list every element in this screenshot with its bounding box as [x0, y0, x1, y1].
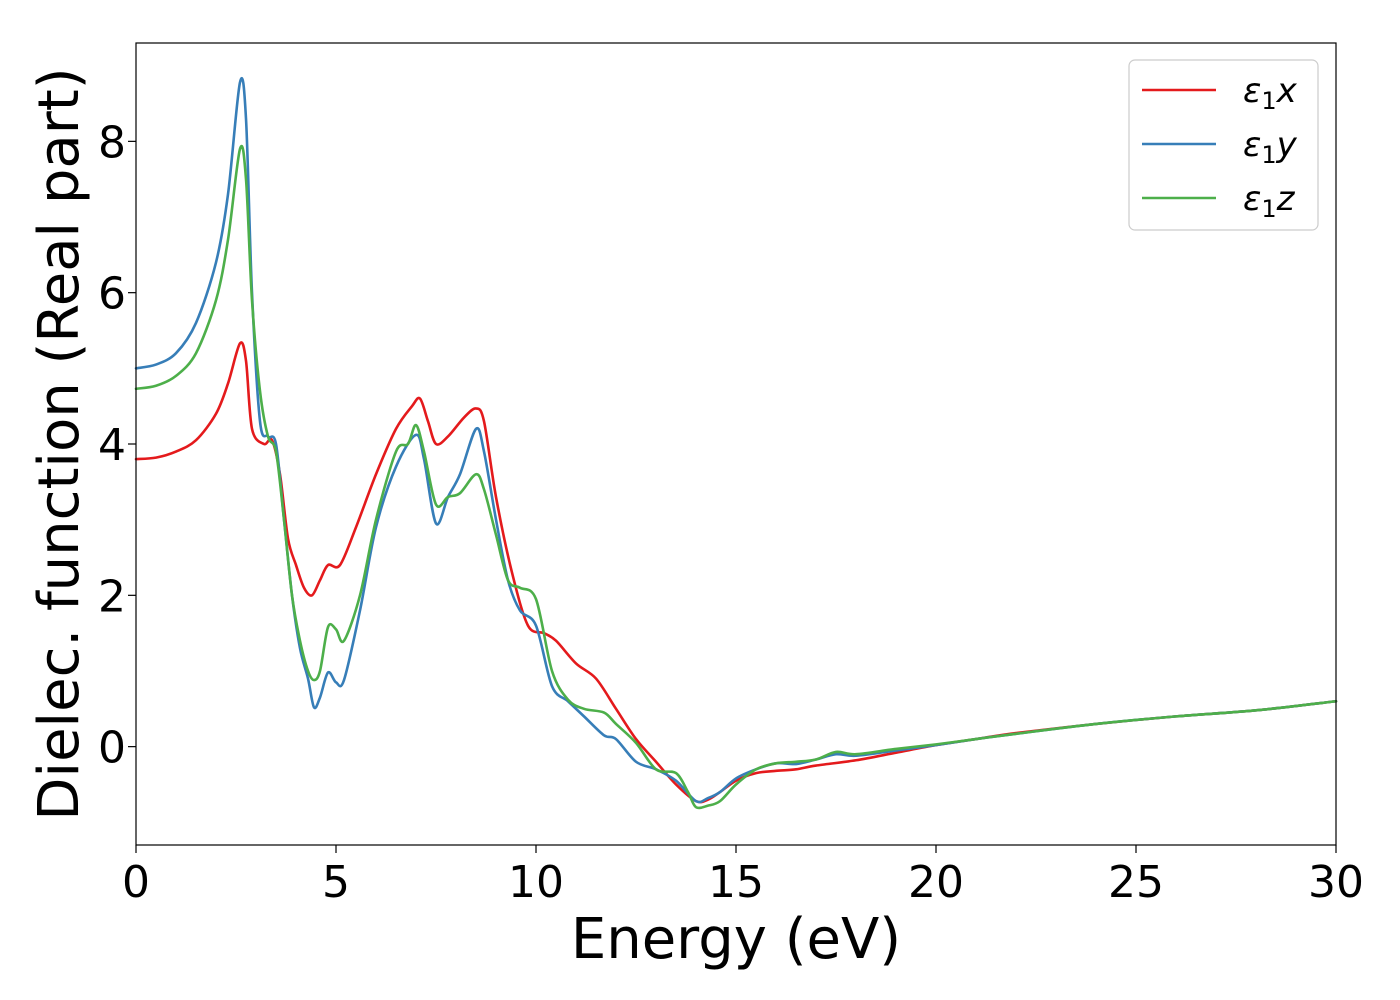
x-tick-label: 25: [1108, 857, 1164, 908]
y-axis-label: Dielec. function (Real part): [27, 67, 92, 820]
x-tick-label: 15: [708, 857, 764, 908]
y-tick-label: 6: [98, 269, 126, 320]
x-tick-label: 5: [322, 857, 350, 908]
series-line-x: [134, 341, 1338, 804]
legend-label-z: ε1z: [1243, 179, 1296, 223]
legend-label-y: ε1y: [1243, 125, 1298, 169]
series-line-z: [134, 144, 1338, 810]
series-layer: [134, 76, 1338, 810]
x-tick-label: 30: [1308, 857, 1364, 908]
x-tick-label: 10: [508, 857, 564, 908]
x-axis: 0 5 10 15 20 25 30: [122, 845, 1364, 908]
x-tick-label: 0: [122, 857, 150, 908]
y-tick-label: 0: [98, 723, 126, 774]
x-axis-label: Energy (eV): [571, 907, 901, 972]
y-tick-label: 8: [98, 117, 126, 168]
y-tick-label: 4: [98, 420, 126, 471]
legend-box: [1128, 59, 1319, 231]
legend: ε1x ε1y ε1z: [1128, 59, 1319, 231]
y-axis: 0 2 4 6 8: [98, 117, 136, 774]
x-tick-label: 20: [908, 857, 964, 908]
legend-label-x: ε1x: [1243, 71, 1298, 115]
y-tick-label: 2: [98, 571, 126, 622]
